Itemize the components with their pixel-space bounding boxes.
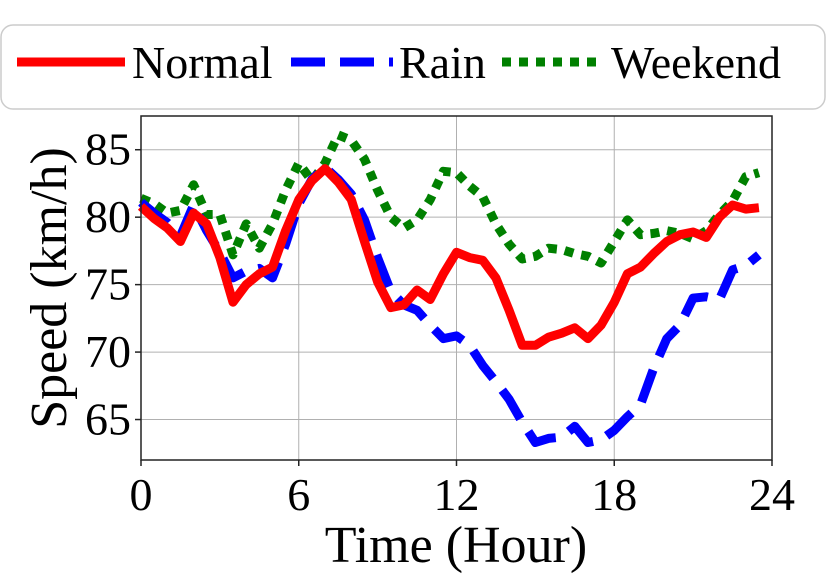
y-tick-label-85: 85: [85, 124, 131, 175]
legend: Normal Rain Weekend: [0, 24, 826, 110]
series-layer: [137, 130, 762, 447]
series-line-rain: [138, 162, 762, 447]
series-line-weekend: [139, 130, 761, 268]
x-axis-label: Time (Hour): [325, 517, 587, 574]
x-tick-label-6: 6: [287, 469, 310, 520]
x-tick-label-12: 12: [434, 469, 480, 520]
plot-area: 0 6 12 18 24 65 70 75 80 85: [85, 115, 795, 520]
y-axis-ticks: 65 70 75 80 85: [85, 124, 141, 445]
x-tick-label-24: 24: [749, 469, 795, 520]
x-tick-label-18: 18: [591, 469, 637, 520]
y-tick-label-75: 75: [85, 259, 131, 310]
y-tick-label-80: 80: [85, 191, 131, 242]
legend-label-weekend: Weekend: [611, 37, 781, 88]
legend-frame: [0, 24, 826, 110]
legend-label-normal: Normal: [132, 37, 273, 88]
x-axis-ticks: 0 6 12 18 24: [130, 460, 795, 520]
x-tick-label-0: 0: [130, 469, 153, 520]
gridlines: [140, 116, 773, 460]
legend-label-rain: Rain: [399, 37, 486, 88]
y-tick-label-65: 65: [85, 394, 131, 445]
y-axis-label: Speed (km/h): [21, 147, 78, 429]
series-line-normal: [137, 164, 760, 350]
y-tick-label-70: 70: [85, 326, 131, 377]
